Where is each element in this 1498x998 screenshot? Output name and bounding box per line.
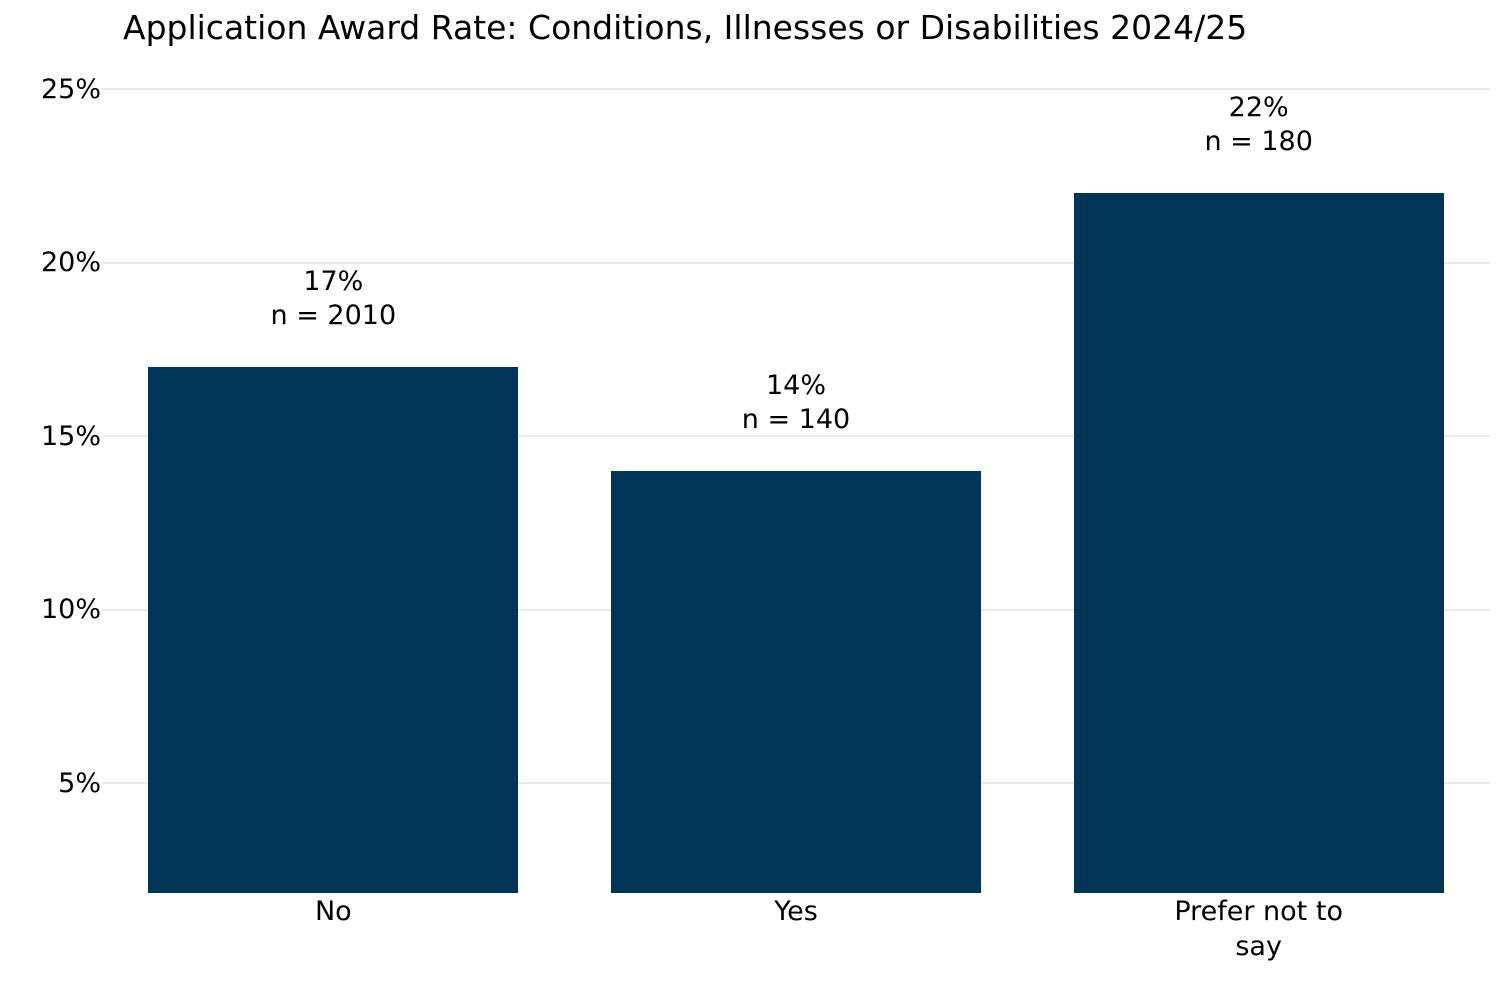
bar-value-label: 17% (303, 265, 364, 297)
bar-prefer-not-to-say (1073, 193, 1444, 893)
chart-title: Application Award Rate: Conditions, Illn… (123, 8, 1248, 47)
y-gridline (102, 261, 1490, 264)
y-tick-label: 25% (40, 73, 101, 105)
bar-value-label: 22% (1228, 92, 1289, 124)
x-tick-label: Yes (576, 894, 1016, 929)
y-gridline (102, 435, 1490, 437)
y-gridline (102, 88, 1490, 90)
bar-annotation: 17% n = 2010 (133, 265, 533, 333)
bar-value-label: 14% (765, 369, 826, 401)
bar-yes (611, 470, 981, 893)
x-tick-label-line: Yes (774, 896, 818, 927)
bar-annotation: 22% n = 180 (1059, 91, 1459, 159)
x-tick-label-line: say (1235, 931, 1282, 962)
x-tick-label-line: Prefer not to (1174, 896, 1343, 927)
bar-count-label: n = 180 (1204, 126, 1313, 158)
plot-area (102, 75, 1490, 893)
bar-annotation: 14% n = 140 (596, 369, 996, 437)
bar-no (148, 366, 519, 893)
y-tick-label: 20% (40, 247, 101, 278)
bar-count-label: n = 140 (741, 403, 851, 435)
y-tick-label: 15% (40, 420, 101, 452)
y-tick-label: 10% (40, 594, 101, 625)
bar-count-label: n = 2010 (270, 299, 397, 331)
y-tick-label: 5% (58, 767, 101, 799)
x-tick-label: Prefer not to say (1039, 894, 1479, 964)
x-tick-label: No (113, 894, 553, 929)
x-tick-label-line: No (314, 896, 352, 927)
